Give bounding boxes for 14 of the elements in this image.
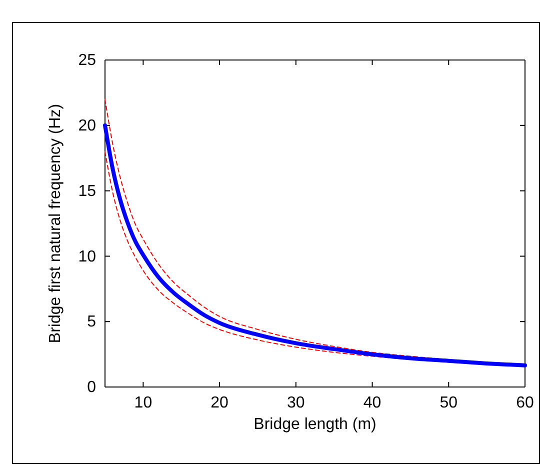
- y-tick-label: 20: [78, 118, 96, 135]
- x-tick-label: 20: [210, 394, 229, 412]
- x-tick-label: 30: [287, 394, 305, 412]
- x-tick-label: 60: [516, 394, 534, 412]
- x-axis-title: Bridge length (m): [254, 416, 376, 433]
- x-tick-label: 40: [363, 394, 382, 412]
- y-tick-label: 10: [78, 248, 96, 266]
- y-axis-title: Bridge first natural frequency (Hz): [47, 104, 64, 344]
- x-tick-label: 10: [134, 394, 152, 412]
- y-tick-label: 0: [87, 379, 96, 396]
- y-tick-label: 25: [78, 52, 96, 70]
- y-tick-label: 15: [78, 182, 96, 200]
- x-tick-label: 50: [440, 394, 458, 412]
- y-tick-label: 5: [87, 314, 96, 331]
